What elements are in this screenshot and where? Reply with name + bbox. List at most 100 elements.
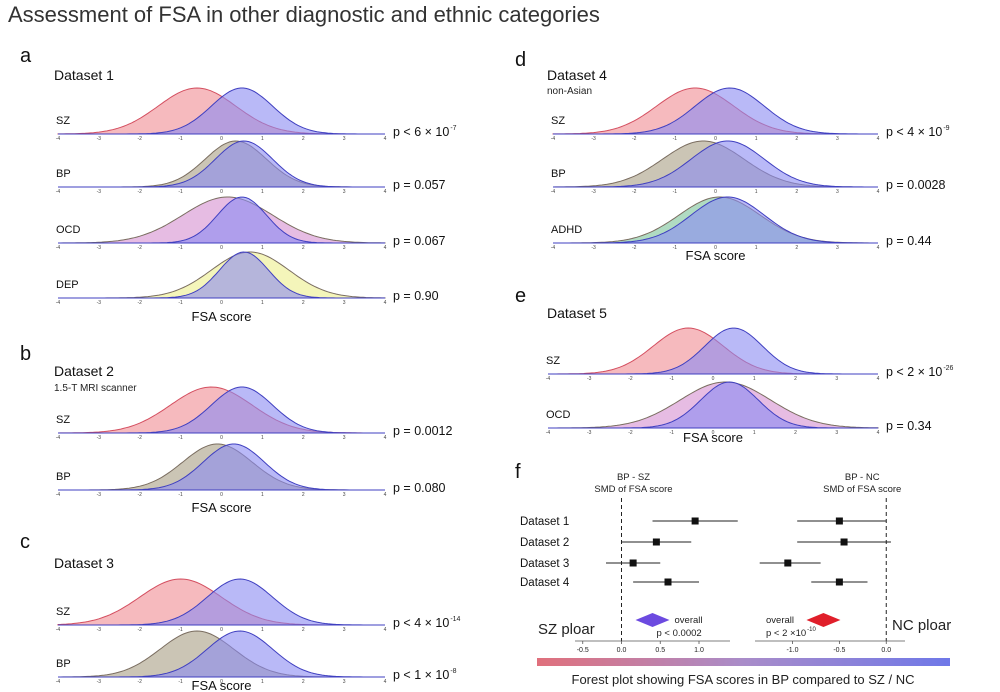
tick-label: -2: [138, 492, 143, 498]
tick-label: 1: [261, 435, 264, 441]
tick-label: 3: [343, 136, 346, 142]
tick-label: 2: [794, 376, 797, 382]
tick-label: 3: [343, 245, 346, 251]
point-estimate: [840, 538, 848, 546]
tick-label: 3: [836, 136, 839, 142]
tick-label: -2: [138, 189, 143, 195]
forest-tick-label: 0.0: [617, 647, 627, 654]
dataset-title: Dataset 2: [54, 363, 114, 379]
point-estimate: [691, 517, 699, 525]
density-row-bp: -4 -3 -2 -1 0 1 2 3 4 BP p = 0.080: [56, 443, 446, 498]
tick-label: -4: [551, 136, 556, 142]
panel-letter-e: e: [515, 285, 526, 307]
density-nc: [58, 630, 385, 678]
forest-header: BP - NC: [845, 472, 880, 483]
tick-label: -1: [670, 376, 675, 382]
tick-label: -3: [97, 300, 102, 306]
group-label-sz: SZ: [56, 606, 70, 618]
p-value-exponent: -26: [943, 365, 953, 372]
tick-label: -4: [56, 627, 61, 633]
tick-label: -3: [97, 435, 102, 441]
p-value: p < 1 × 10: [393, 668, 449, 682]
p-value: p < 2 × 10: [886, 365, 942, 379]
p-value: p = 0.90: [393, 289, 439, 303]
p-value: p = 0.34: [886, 419, 932, 433]
p-value: p = 0.080: [393, 481, 446, 495]
p-value-exponent: -14: [450, 616, 460, 623]
tick-label: -2: [632, 136, 637, 142]
tick-label: -3: [97, 189, 102, 195]
tick-label: 4: [877, 376, 880, 382]
p-value: p = 0.0012: [393, 424, 452, 438]
panel-letter-b: b: [20, 343, 31, 365]
tick-label: 0: [714, 189, 717, 195]
density-nc: [58, 196, 385, 244]
overall-diamond: [635, 613, 670, 627]
tick-label: 2: [302, 435, 305, 441]
point-estimate: [629, 559, 637, 567]
overall-p: p < 2 ×10: [766, 628, 806, 639]
tick-label: 0: [714, 245, 717, 251]
tick-label: 1: [261, 627, 264, 633]
point-estimate: [835, 517, 843, 525]
dataset-subtitle: 1.5-T MRI scanner: [54, 383, 137, 394]
density-row-bp: -4 -3 -2 -1 0 1 2 3 4 BP p = 0.0028: [551, 140, 945, 195]
forest-caption: Forest plot showing FSA scores in BP com…: [572, 672, 915, 687]
nc-pole-label: NC ploar: [892, 617, 951, 634]
forest-header: BP - SZ: [617, 472, 650, 483]
tick-label: -4: [551, 189, 556, 195]
tick-label: 2: [302, 245, 305, 251]
tick-label: -4: [56, 189, 61, 195]
overall-label: overall: [766, 615, 794, 626]
density-row-sz: -4 -3 -2 -1 0 1 2 3 4 SZ p < 6 × 10 -7: [56, 87, 457, 142]
group-label-bp: BP: [551, 168, 566, 180]
tick-label: -3: [591, 136, 596, 142]
tick-label: -2: [632, 189, 637, 195]
tick-label: -1: [178, 627, 183, 633]
density-nc: [553, 87, 878, 135]
overall-p-exponent: -10: [807, 627, 816, 633]
tick-label: 2: [794, 430, 797, 436]
tick-label: 0: [220, 435, 223, 441]
tick-label: 3: [836, 189, 839, 195]
x-axis-label: FSA score: [192, 500, 252, 515]
forest-header-sub: SMD of FSA score: [594, 484, 672, 495]
tick-label: 4: [384, 492, 387, 498]
forest-header-sub: SMD of FSA score: [823, 484, 901, 495]
tick-label: -1: [673, 245, 678, 251]
tick-label: -4: [546, 376, 551, 382]
tick-label: -1: [178, 492, 183, 498]
tick-label: 1: [261, 189, 264, 195]
tick-label: 3: [343, 627, 346, 633]
tick-label: 1: [753, 430, 756, 436]
overall-diamond: [806, 613, 841, 627]
tick-label: 0: [220, 245, 223, 251]
forest-tick-label: 0.5: [655, 647, 665, 654]
tick-label: 4: [384, 300, 387, 306]
tick-label: 3: [343, 492, 346, 498]
tick-label: -2: [138, 300, 143, 306]
overall-label: overall: [675, 615, 703, 626]
tick-label: -3: [97, 627, 102, 633]
tick-label: 3: [343, 435, 346, 441]
panel-d: d Dataset 4 non-Asian -4 -3 -2 -1 0 1 2 3 4 SZ p < 4 …: [515, 49, 950, 263]
tick-label: -4: [56, 679, 61, 685]
x-axis-label: FSA score: [192, 678, 252, 692]
tick-label: 2: [795, 245, 798, 251]
forest-tick-label: 1.0: [694, 647, 704, 654]
density-row-adhd: -4 -3 -2 -1 0 1 2 3 4 ADHD p = 0.44: [551, 196, 932, 251]
tick-label: 0: [712, 376, 715, 382]
tick-label: -1: [178, 245, 183, 251]
tick-label: -1: [673, 136, 678, 142]
forest-row-label: Dataset 1: [520, 516, 569, 528]
forest-tick-label: -0.5: [833, 647, 845, 654]
tick-label: 1: [755, 245, 758, 251]
group-label-adhd: ADHD: [551, 224, 582, 236]
tick-label: -3: [591, 245, 596, 251]
overall-p: p < 0.0002: [657, 628, 702, 639]
group-label-sz: SZ: [56, 115, 70, 127]
density-nc: [58, 87, 385, 135]
panel-letter-f: f: [515, 461, 521, 483]
point-estimate: [652, 538, 660, 546]
